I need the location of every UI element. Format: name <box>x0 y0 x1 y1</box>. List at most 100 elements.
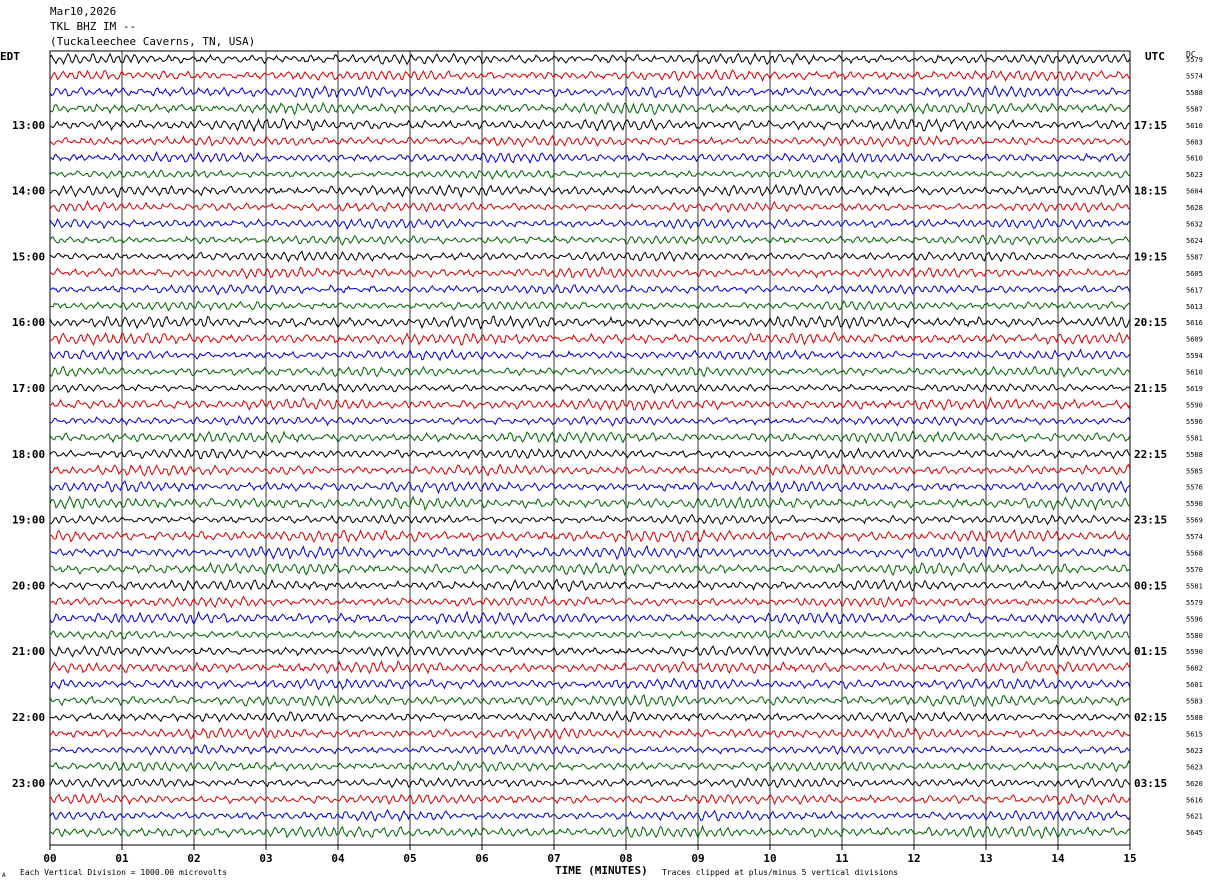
corner-mark: A <box>2 872 6 879</box>
dc-value-label: 5579 <box>1186 599 1203 607</box>
edt-hour-label: 17:00 <box>12 382 45 395</box>
seismic-trace <box>49 595 1131 609</box>
dc-value-label: 5588 <box>1186 451 1203 459</box>
seismic-trace <box>49 544 1131 561</box>
seismic-trace <box>49 134 1131 148</box>
seismic-trace <box>49 447 1131 460</box>
dc-value-label: 5613 <box>1186 303 1203 311</box>
utc-hour-label: 19:15 <box>1134 250 1167 263</box>
x-tick-label: 10 <box>763 852 776 865</box>
seismic-trace <box>49 266 1131 280</box>
seismic-traces <box>49 52 1131 840</box>
x-tick-label: 12 <box>907 852 920 865</box>
x-tick-label: 07 <box>547 852 560 865</box>
dc-label: DC <box>1186 50 1196 59</box>
seismic-trace <box>49 792 1131 806</box>
seismic-trace <box>49 200 1131 214</box>
utc-hour-label: 21:15 <box>1134 382 1167 395</box>
plot-grid <box>49 50 1131 850</box>
seismic-trace <box>49 183 1131 199</box>
dc-value-label: 5624 <box>1186 237 1203 245</box>
dc-value-label: 5594 <box>1186 352 1203 360</box>
seismic-trace <box>49 315 1131 330</box>
dc-value-label: 5610 <box>1186 122 1203 130</box>
utc-hour-label: 18:15 <box>1134 185 1167 198</box>
dc-value-label: 5605 <box>1186 270 1203 278</box>
dc-value-label: 5588 <box>1186 714 1203 722</box>
edt-hour-label: 15:00 <box>12 250 45 263</box>
seismic-trace <box>49 101 1131 116</box>
edt-hour-label: 18:00 <box>12 448 45 461</box>
dc-value-label: 5576 <box>1186 484 1203 492</box>
x-tick-label: 00 <box>43 852 56 865</box>
dc-value-label: 5596 <box>1186 615 1203 623</box>
dc-value-label: 5603 <box>1186 138 1203 146</box>
seismic-trace <box>50 759 1131 773</box>
x-tick-label: 13 <box>979 852 992 865</box>
seismic-trace <box>49 331 1131 347</box>
seismic-trace <box>49 610 1131 626</box>
edt-hour-label: 16:00 <box>12 316 45 329</box>
seismic-trace <box>49 495 1131 512</box>
edt-hour-label: 19:00 <box>12 514 45 527</box>
dc-value-label: 5623 <box>1186 171 1203 179</box>
dc-value-label: 5619 <box>1186 385 1203 393</box>
utc-hour-label: 01:15 <box>1134 645 1167 658</box>
dc-value-label: 5617 <box>1186 286 1203 294</box>
seismic-trace <box>49 660 1131 675</box>
dc-value-label: 5645 <box>1186 829 1203 837</box>
dc-value-label: 5568 <box>1186 550 1203 558</box>
dc-value-label: 5623 <box>1186 747 1203 755</box>
edt-hour-label: 13:00 <box>12 119 45 132</box>
seismic-trace <box>49 513 1130 526</box>
dc-value-label: 5621 <box>1186 813 1203 821</box>
dc-value-label: 5581 <box>1186 434 1203 442</box>
dc-value-label: 5587 <box>1186 105 1203 113</box>
utc-hour-label: 20:15 <box>1134 316 1167 329</box>
axis-labels: 00 01 02 03 04 05 06 07 08 09 10 11 12 13 14 15 5579 5574… <box>12 56 1203 865</box>
utc-hour-label: 02:15 <box>1134 711 1167 724</box>
dc-value-label: 5623 <box>1186 763 1203 771</box>
seismic-trace <box>49 250 1131 263</box>
header-location: (Tuckaleechee Caverns, TN, USA) <box>50 35 256 48</box>
dc-value-label: 5581 <box>1186 582 1203 590</box>
seismic-trace <box>49 528 1131 543</box>
seismic-trace <box>49 479 1131 495</box>
seismic-trace <box>49 150 1131 164</box>
utc-hour-label: 23:15 <box>1134 514 1167 527</box>
x-tick-label: 08 <box>619 852 632 865</box>
dc-value-label: 5587 <box>1186 253 1203 261</box>
dc-value-label: 5590 <box>1186 500 1203 508</box>
x-tick-label: 01 <box>115 852 129 865</box>
clip-note: Traces clipped at plus/minus 5 vertical … <box>662 868 899 877</box>
x-tick-label: 15 <box>1123 852 1136 865</box>
seismic-trace <box>49 68 1131 83</box>
dc-value-label: 5588 <box>1186 89 1203 97</box>
seismic-trace <box>49 348 1131 362</box>
x-tick-label: 03 <box>259 852 272 865</box>
edt-hour-label: 23:00 <box>12 777 45 790</box>
dc-value-label: 5616 <box>1186 796 1203 804</box>
edt-hour-label: 21:00 <box>12 645 45 658</box>
seismic-trace <box>49 463 1131 477</box>
dc-value-label: 5579 <box>1186 56 1203 64</box>
seismic-trace <box>49 283 1131 296</box>
x-tick-label: 05 <box>403 852 416 865</box>
x-tick-label: 09 <box>691 852 704 865</box>
header-date: Mar10,2026 <box>50 5 117 18</box>
dc-value-label: 5609 <box>1186 336 1203 344</box>
dc-value-label: 5590 <box>1186 401 1203 409</box>
seismic-trace <box>49 117 1131 133</box>
x-tick-label: 04 <box>331 852 345 865</box>
plot-frame <box>49 50 1131 846</box>
seismic-trace <box>49 677 1131 691</box>
seismic-trace <box>49 727 1131 741</box>
seismic-trace <box>49 710 1131 724</box>
utc-hour-label: 22:15 <box>1134 448 1167 461</box>
seismic-trace <box>49 234 1131 246</box>
edt-hour-label: 22:00 <box>12 711 45 724</box>
dc-value-label: 5604 <box>1186 188 1203 196</box>
dc-value-label: 5596 <box>1186 418 1203 426</box>
seismic-trace <box>49 644 1131 658</box>
